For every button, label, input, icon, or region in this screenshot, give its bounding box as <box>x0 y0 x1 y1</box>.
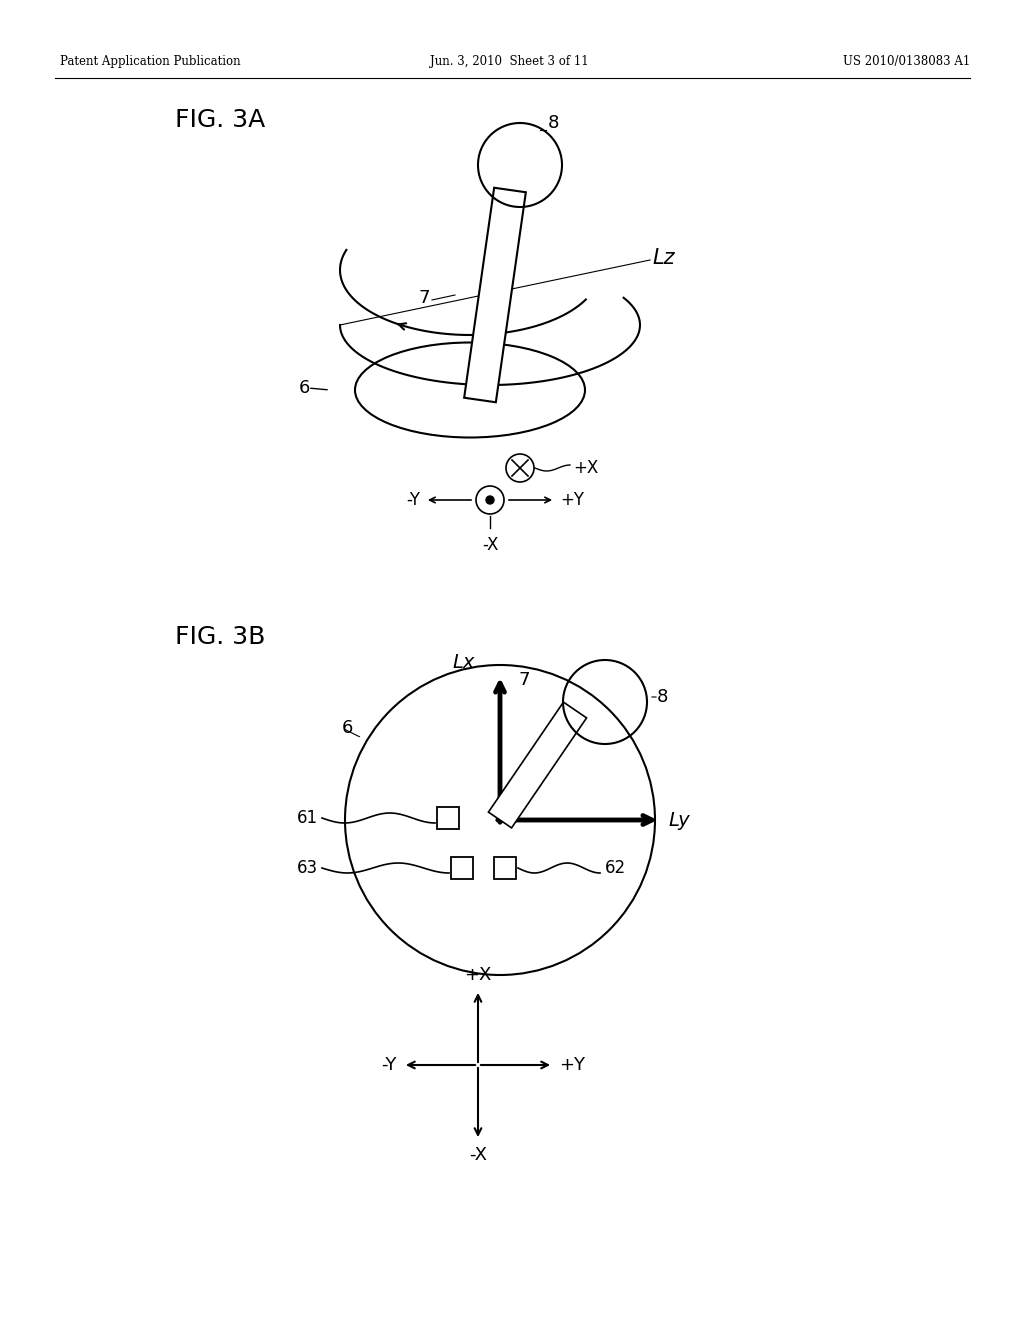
Text: 61: 61 <box>297 809 318 828</box>
Bar <box>451 857 473 879</box>
Text: +X: +X <box>464 966 492 983</box>
Text: 7: 7 <box>518 671 529 689</box>
Polygon shape <box>464 187 526 403</box>
Text: Ly: Ly <box>668 810 689 829</box>
Text: 63: 63 <box>297 859 318 876</box>
Text: 7: 7 <box>419 289 430 308</box>
Text: +Y: +Y <box>560 491 584 510</box>
Text: -Y: -Y <box>406 491 420 510</box>
Text: FIG. 3A: FIG. 3A <box>175 108 265 132</box>
Text: Lx: Lx <box>453 653 475 672</box>
Text: 62: 62 <box>605 859 626 876</box>
Text: 8: 8 <box>657 688 669 706</box>
Text: FIG. 3B: FIG. 3B <box>175 624 265 649</box>
Polygon shape <box>488 702 587 828</box>
Circle shape <box>486 496 494 504</box>
Text: +Y: +Y <box>559 1056 585 1074</box>
Text: 6: 6 <box>342 719 353 737</box>
Text: 8: 8 <box>548 114 559 132</box>
Text: -X: -X <box>469 1146 487 1164</box>
Text: -X: -X <box>482 536 499 554</box>
Text: -Y: -Y <box>382 1056 397 1074</box>
Bar <box>437 807 459 829</box>
Text: Lz: Lz <box>652 248 675 268</box>
Bar <box>494 857 516 879</box>
Text: 6: 6 <box>299 379 310 397</box>
Text: Patent Application Publication: Patent Application Publication <box>60 55 241 69</box>
Text: US 2010/0138083 A1: US 2010/0138083 A1 <box>843 55 970 69</box>
Text: Jun. 3, 2010  Sheet 3 of 11: Jun. 3, 2010 Sheet 3 of 11 <box>430 55 589 69</box>
Text: +X: +X <box>573 459 598 477</box>
